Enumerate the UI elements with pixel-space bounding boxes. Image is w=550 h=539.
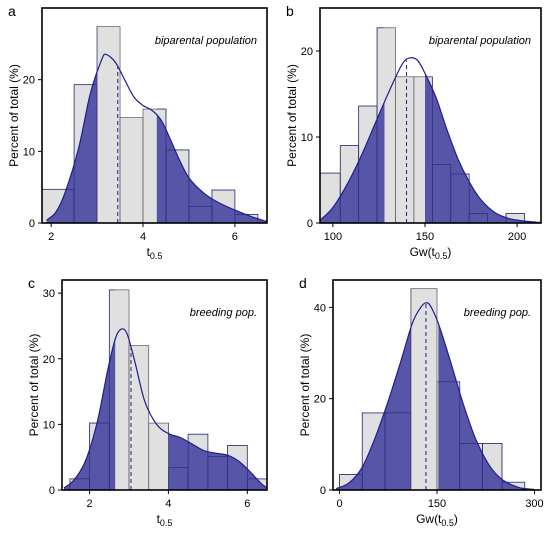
y-axis-label: Percent of total (%): [7, 64, 21, 167]
density-tail-shading: [42, 26, 267, 223]
histogram-bar-outline: [482, 443, 503, 490]
histogram-bar-outline: [376, 27, 385, 223]
density-tail-area: [424, 73, 541, 223]
x-axis-label: t0.5: [147, 245, 163, 261]
panel-c: 2 4 6 0 10 20 30 c breeding pop. Percent of total…: [27, 275, 268, 528]
histogram-bar-outline: [424, 76, 433, 223]
panel-annotation: breeding pop.: [464, 307, 531, 319]
density-curve: [46, 53, 267, 223]
histogram-bar-outline: [168, 422, 169, 490]
density-tail-area: [46, 71, 98, 223]
panel-a: 2 4 6 0 10 20 a biparental population Percent of…: [7, 3, 268, 261]
y-tick-label: 20: [23, 75, 35, 87]
histogram-bar: [148, 422, 169, 490]
panel-annotation: biparental population: [155, 35, 257, 47]
histogram-bar: [119, 117, 144, 223]
x-tick-label: 200: [508, 231, 526, 243]
y-tick-label: 0: [307, 218, 313, 230]
density-tail-shading: [336, 288, 535, 490]
plot-frame: [61, 279, 268, 491]
panel-letter: d: [299, 275, 307, 291]
histogram-bar: [410, 288, 438, 490]
histogram-bar-outline: [438, 381, 461, 490]
histogram-bar: [395, 76, 415, 223]
x-tick-label: 2: [48, 231, 54, 243]
panel-d: 0 150 300 0 20 40 d breeding pop. Percent of tot…: [298, 275, 544, 528]
y-tick-label: 20: [314, 394, 326, 406]
y-tick-label: 40: [314, 302, 326, 314]
density-tail-area: [168, 433, 267, 490]
panel-letter: c: [28, 275, 35, 291]
density-tail-area: [438, 323, 535, 490]
x-tick-label: 4: [140, 231, 146, 243]
histogram-bar: [128, 345, 150, 490]
x-tick-label: 300: [525, 498, 543, 510]
x-tick-label: 0: [336, 498, 342, 510]
y-tick-label: 10: [301, 132, 313, 144]
density-tail-area: [63, 339, 116, 490]
y-tick-label: 0: [29, 218, 35, 230]
histogram-bar-outline: [108, 289, 116, 490]
density-curve: [336, 302, 535, 490]
panel-annotation: breeding pop.: [190, 307, 257, 319]
x-tick-label: 4: [165, 498, 171, 510]
y-tick-label: 10: [23, 146, 35, 158]
density-tail-shading: [63, 289, 267, 490]
y-tick-label: 30: [43, 288, 55, 300]
panel-letter: a: [8, 3, 16, 19]
panel-letter: b: [286, 3, 294, 19]
plot-frame: [319, 7, 542, 224]
y-tick-label: 0: [49, 485, 55, 497]
plot-frame: [41, 7, 268, 224]
density-tail-area: [156, 114, 267, 223]
x-axis-label: Gw(t0.5): [410, 245, 452, 261]
y-tick-label: 20: [301, 46, 313, 58]
y-axis-label: Percent of total (%): [27, 334, 41, 437]
histogram-bar-outline: [73, 84, 98, 223]
y-tick-label: 20: [43, 354, 55, 366]
y-axis-label: Percent of total (%): [285, 64, 299, 167]
y-axis-label: Percent of total (%): [298, 334, 312, 437]
histogram-bar-outline: [384, 412, 411, 490]
histogram-bar-outline: [501, 481, 526, 490]
panel-b: 100 150 200 0 10 20 b biparental population Perc…: [285, 3, 542, 261]
x-tick-label: 6: [232, 231, 238, 243]
x-tick-label: 150: [416, 231, 434, 243]
x-tick-label: 150: [428, 498, 446, 510]
y-tick-label: 10: [43, 419, 55, 431]
histogram-bar-outline: [227, 445, 248, 490]
x-tick-label: 100: [324, 231, 342, 243]
density-tail-area: [336, 327, 411, 490]
y-tick-label: 0: [320, 485, 326, 497]
x-axis-label: t0.5: [157, 512, 173, 528]
panel-annotation: biparental population: [429, 35, 531, 47]
density-tail-area: [320, 101, 385, 223]
density-curve: [320, 57, 541, 223]
density-curve: [63, 328, 267, 489]
x-tick-label: 6: [244, 498, 250, 510]
histogram-bar-outline: [211, 189, 236, 223]
x-tick-label: 2: [87, 498, 93, 510]
density-tail-shading: [320, 27, 541, 223]
x-axis-label: Gw(t0.5): [416, 512, 458, 528]
